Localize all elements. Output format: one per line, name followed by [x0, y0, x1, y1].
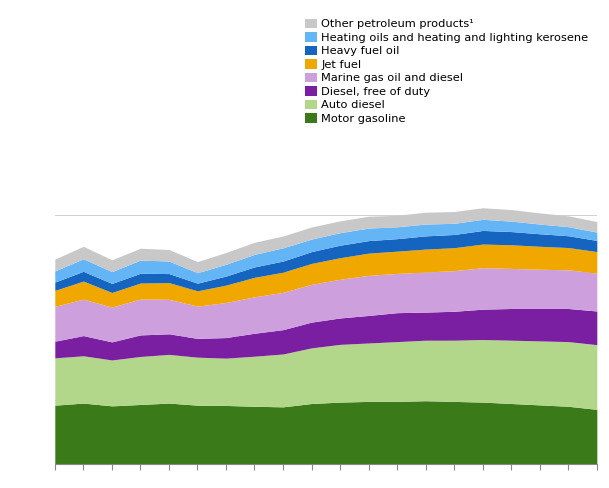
- Legend: Other petroleum products¹, Heating oils and heating and lighting kerosene, Heavy: Other petroleum products¹, Heating oils …: [300, 13, 594, 130]
